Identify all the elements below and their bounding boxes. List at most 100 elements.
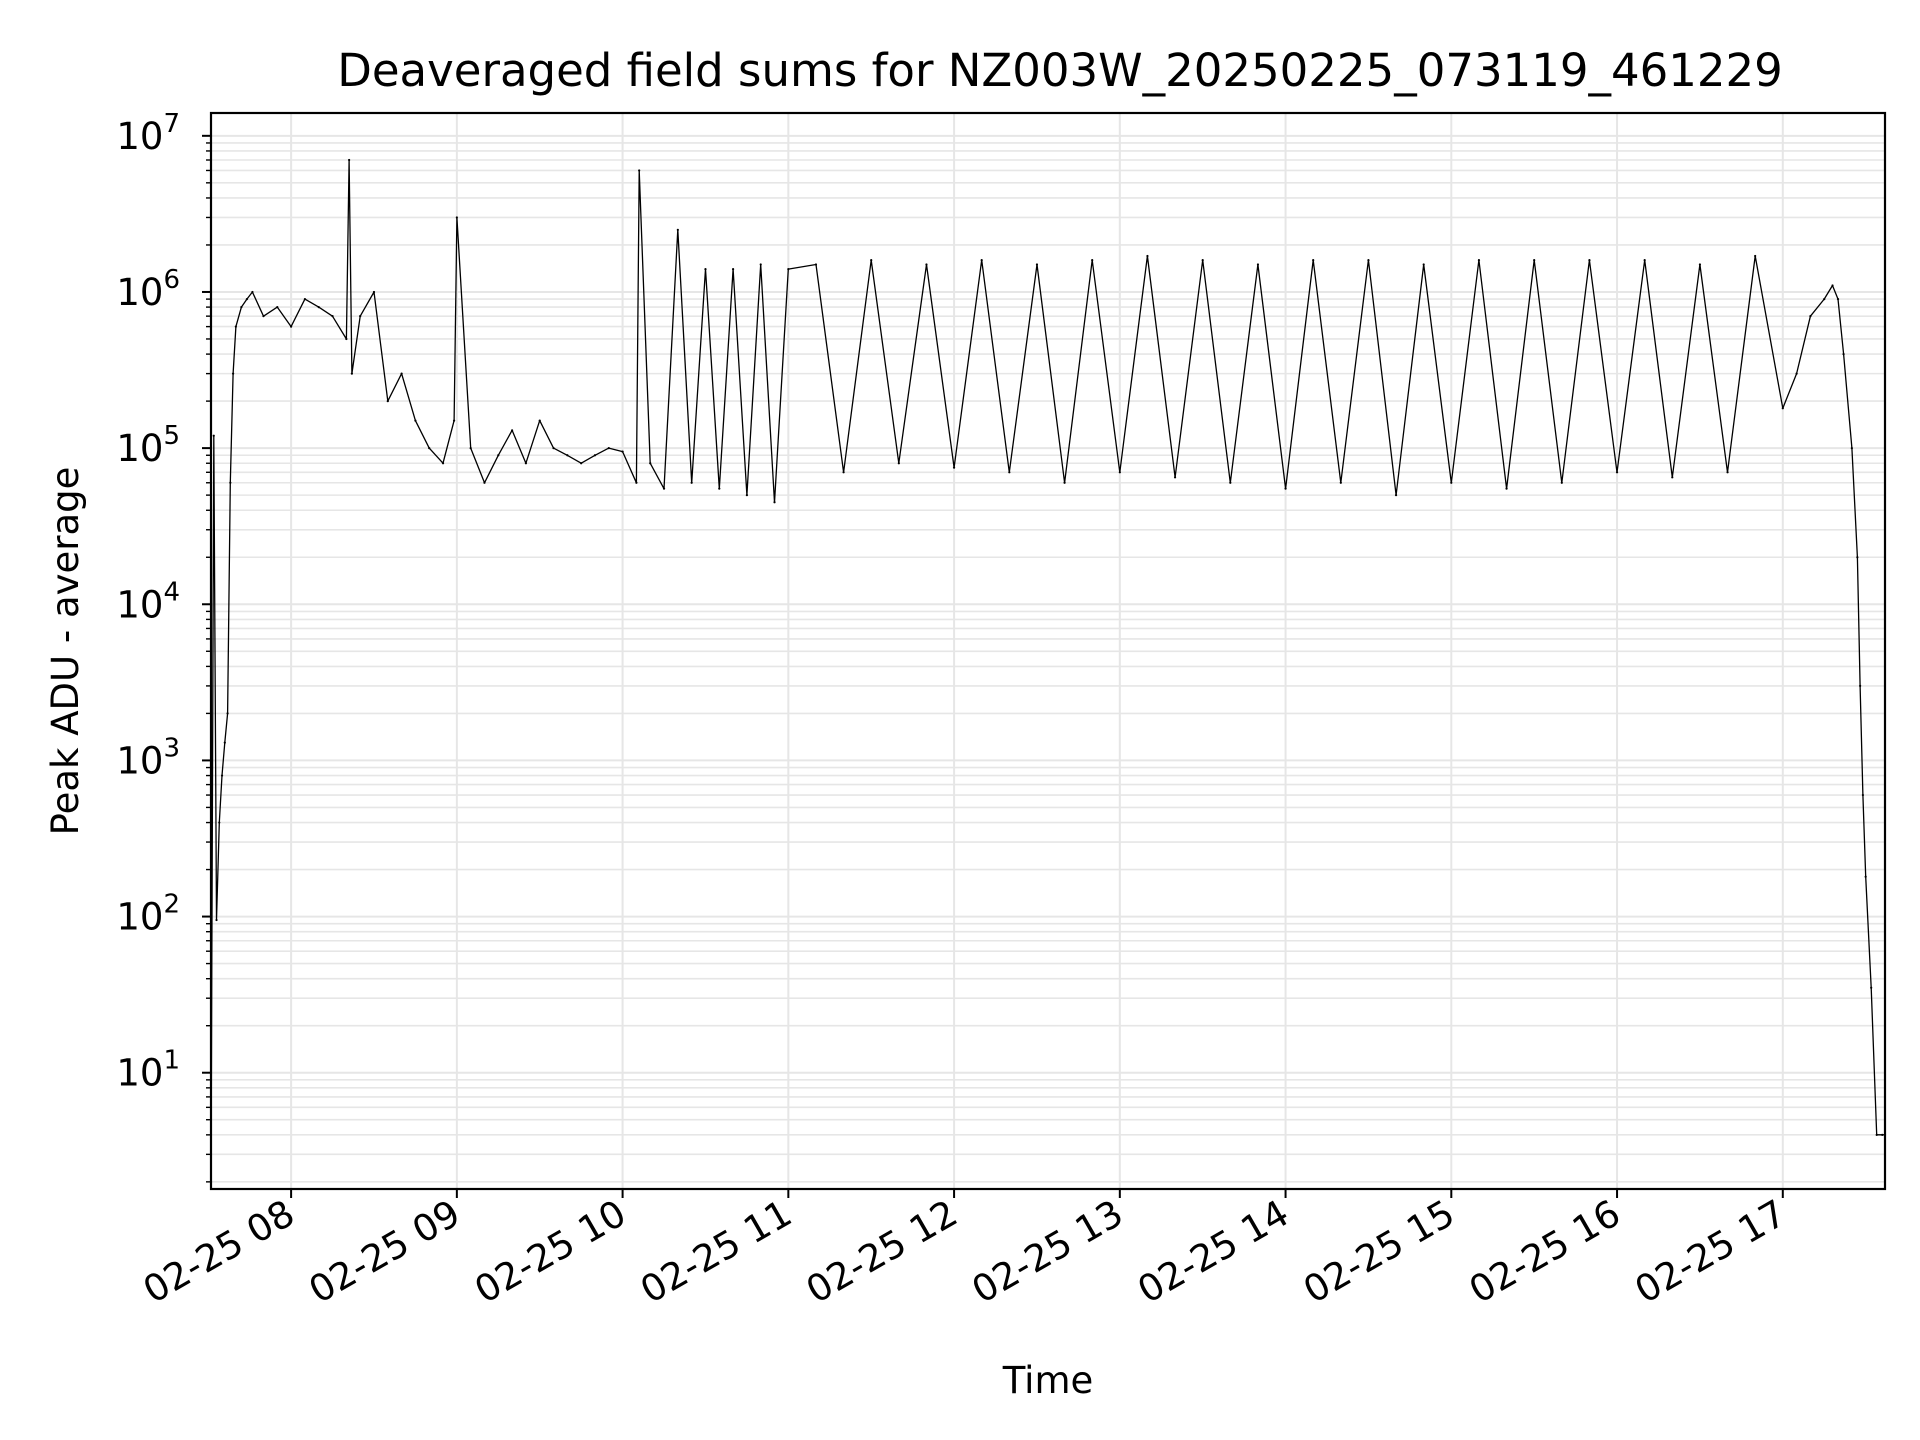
data-point (345, 337, 348, 341)
y-tick-label: 105 (116, 421, 180, 470)
y-tick-label: 101 (116, 1046, 180, 1095)
data-point (245, 298, 249, 301)
data-point (649, 462, 652, 465)
data-point (483, 481, 486, 484)
data-point (1831, 284, 1834, 287)
data-point (925, 263, 928, 266)
data-point (1229, 481, 1232, 484)
data-point (704, 268, 707, 271)
chart-title: Deaveraged field sums for NZ003W_2025022… (337, 44, 1783, 97)
data-point (290, 325, 293, 328)
data-point (1256, 263, 1260, 266)
data-point (1284, 487, 1287, 490)
data-point (1864, 875, 1867, 878)
data-point (1394, 494, 1398, 497)
data-point (441, 462, 445, 465)
data-point (1146, 254, 1149, 258)
data-series (209, 158, 1887, 1183)
data-point (607, 447, 610, 450)
data-point (870, 258, 873, 262)
x-tick-label: 02-25 15 (1296, 1192, 1462, 1312)
data-point (638, 169, 641, 172)
data-point (359, 315, 362, 318)
data-point (218, 821, 221, 824)
data-point (234, 325, 237, 328)
data-point (1173, 476, 1177, 479)
data-point (690, 481, 693, 484)
data-point (718, 487, 721, 490)
data-point (1450, 481, 1453, 484)
data-point (1201, 258, 1204, 262)
data-point (400, 372, 403, 375)
data-point (414, 419, 417, 422)
data-point (1823, 298, 1826, 301)
data-point (1856, 556, 1859, 559)
data-point (1339, 481, 1342, 484)
data-point (1726, 471, 1729, 474)
data-point (497, 454, 500, 457)
data-point (1842, 353, 1845, 356)
data-point (1850, 447, 1853, 450)
data-point (1754, 254, 1757, 258)
data-point (1795, 372, 1798, 375)
data-point (1367, 258, 1370, 262)
data-point (580, 462, 583, 465)
data-point (1809, 315, 1812, 318)
data-point (1781, 407, 1784, 410)
data-point (1008, 471, 1011, 474)
data-point (372, 290, 376, 294)
data-point (303, 298, 307, 301)
data-point (231, 372, 235, 375)
y-tick-label: 103 (116, 733, 180, 782)
data-point (1671, 476, 1674, 479)
series-line (210, 159, 1885, 1182)
data-point (745, 494, 749, 497)
data-point (842, 471, 845, 474)
data-point (1312, 258, 1315, 262)
x-tick-label: 02-25 12 (799, 1192, 965, 1312)
data-point (566, 454, 569, 457)
data-point (635, 481, 638, 484)
data-point (1505, 487, 1508, 490)
data-point (1477, 258, 1481, 262)
data-point (262, 315, 265, 318)
data-point (1533, 258, 1536, 262)
data-point (348, 158, 351, 162)
data-point (1422, 263, 1425, 266)
data-point (223, 741, 226, 744)
data-point (814, 263, 818, 266)
data-point (538, 419, 541, 422)
grid-lines (211, 113, 1885, 1189)
data-point (1560, 481, 1563, 484)
x-tick-label: 02-25 13 (965, 1192, 1131, 1312)
x-axis-label: Time (1002, 1359, 1094, 1402)
data-point (350, 372, 353, 375)
data-point (240, 305, 243, 309)
y-tick-label: 104 (116, 577, 180, 626)
data-point (386, 400, 389, 403)
data-point (317, 305, 320, 309)
data-point (593, 454, 597, 457)
data-point (1859, 684, 1862, 688)
data-point (510, 429, 514, 432)
data-point (731, 268, 735, 271)
x-tick-label: 02-25 08 (136, 1192, 302, 1312)
data-point (1836, 298, 1840, 301)
data-point (524, 462, 528, 465)
data-point (897, 462, 900, 465)
data-point (226, 712, 229, 715)
data-point (455, 216, 458, 219)
y-tick-label: 106 (116, 265, 180, 314)
data-point (220, 774, 224, 777)
data-point (1881, 1133, 1884, 1136)
data-point (676, 228, 679, 231)
x-tick-label: 02-25 11 (633, 1192, 799, 1312)
data-point (759, 263, 762, 266)
data-point (1643, 258, 1646, 262)
data-point (469, 447, 472, 450)
x-tick-label: 02-25 14 (1130, 1192, 1296, 1312)
data-point (215, 918, 218, 922)
data-point (1588, 258, 1591, 262)
